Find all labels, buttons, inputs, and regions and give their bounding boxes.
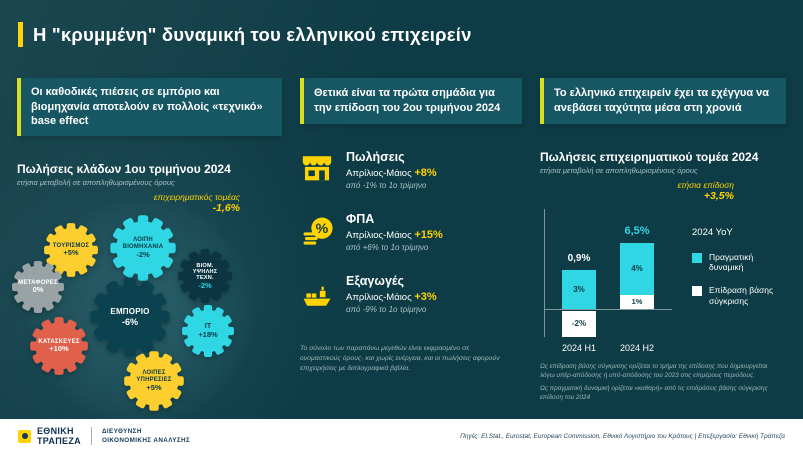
gear-transport: ΜΕΤΑΦΟΡΕΣ 0% [11,260,65,314]
x-axis [544,308,672,310]
gear-construction: ΚΑΤΑΣΚΕΥΕΣ +10% [29,316,89,376]
sectors-aggregate-label: επιχειρηματικός τομέας [153,191,240,202]
bar-h2-base-segment: 1% [620,294,654,309]
indicator-period: Απρίλιος-Μάιος [346,168,412,179]
bar-chart-footnote-2: Ως πραγματική δυναμική ορίζεται «καθαρή»… [540,384,768,401]
bar-h1-base-segment: -2% [562,310,596,337]
bar-chart-footnotes: Ως επίδραση βάσης σύγκρισης ορίζεται το … [540,363,776,403]
sources-note: Πηγές: El.Stat., Eurostat, European Comm… [460,432,785,440]
gear-value: -2% [198,280,212,290]
sectors-aggregate-annotation: επιχειρηματικός τομέας -1,6% [17,192,282,215]
bar-h2-real-segment: 4% [620,242,654,295]
column-sectors: Οι καθοδικές πιέσεις σε εμπόριο και βιομ… [12,78,282,427]
gear-value: 0% [32,285,44,295]
bar-h1-total-label: 0,9% [567,252,591,264]
sectors-chart-subtitle: ετήσια μεταβολή σε αποπληθωρισμένους όρο… [17,177,175,187]
gear-tourism: ΤΟΥΡΙΣΜΟΣ +5% [43,222,99,278]
bank-name-line1: ΕΘΝΙΚΗ [37,425,74,436]
column-bar-chart: Το ελληνικό επιχειρείν έχει τα εχέγγυα ν… [540,78,786,419]
svg-text:%: % [316,221,329,237]
indicator-value: +8% [414,167,437,179]
storefront-icon [302,156,332,181]
gear-cluster: ΤΟΥΡΙΣΜΟΣ +5% ΛΟΙΠΗ ΒΙΟΜΗΧΑΝΙΑ -2% ΜΕΤΑΦ… [12,198,282,427]
vat-percent-icon: % [303,217,333,245]
gear-value: +10% [49,344,69,354]
division-line1: ΔΙΕΥΘΥΝΣΗ [101,427,142,435]
indicator-sales: Πωλήσεις Απρίλιος-Μάιος +8% από -1% το 1… [300,150,522,190]
nbg-logo: ΕΘΝΙΚΗ ΤΡΑΠΕΖΑ [18,426,81,446]
legend-item-base: Επίδραση βάσης σύγκρισης [692,285,786,306]
legend-swatch-cyan [692,252,702,263]
nbg-logo-icon [18,429,31,443]
content-grid: Οι καθοδικές πιέσεις σε εμπόριο και βιομ… [12,78,786,427]
indicators-footnote: Το σύνολο των παραπάνω μεγεθών είναι εκφ… [300,345,500,372]
y-axis [544,208,545,337]
bar-chart-title: Πωλήσεις επιχειρηματικού τομέα 2024 [540,150,759,164]
gear-label: ΚΑΤΑΣΚΕΥΕΣ [38,338,80,345]
bar-chart-footnote-1: Ως επίδραση βάσης σύγκρισης ορίζεται το … [540,362,768,379]
gear-label: ΛΟΙΠΕΣ ΥΠΗΡΕΣΙΕΣ [136,370,172,384]
annual-performance-annotation: ετήσια επίδοση +3,5% [540,180,786,203]
bank-name-line2: ΤΡΑΠΕΖΑ [37,436,81,446]
bar-h1-real-segment: 3% [562,269,596,309]
legend-item-real: Πραγματική δυναμική [692,252,786,273]
ship-icon [303,286,331,306]
gear-label: ΛΟΙΠΗ ΒΙΟΜΗΧΑΝΙΑ [122,237,164,251]
legend-label: Επίδραση βάσης σύγκρισης [709,285,774,306]
gear-label: ΤΟΥΡΙΣΜΟΣ [52,242,90,249]
indicator-previous: από -9% το 1ο τρίμηνο [346,305,427,314]
gear-trade: ΕΜΠΟΡΙΟ -6% [89,276,171,358]
annual-performance-label: ετήσια επίδοση [677,180,734,190]
column-2-header: Θετικά είναι τα πρώτα σημάδια για την επ… [300,78,522,124]
indicator-previous: από +6% το 1ο τρίμηνο [346,243,429,252]
sectors-aggregate-value: -1,6% [212,201,240,214]
x-axis-label-h1: 2024 H1 [561,342,597,353]
slide-header: Η "κρυμμένη" δυναμική του ελληνικού επιχ… [18,22,472,47]
gear-value: -2% [136,249,150,259]
gear-high-tech-industry: ΒΙΟΜ. ΥΨΗΛΗΣ ΤΕΧΝ. -2% [177,248,233,304]
legend-title: 2024 YoY [692,226,733,238]
gear-value: +5% [146,382,162,392]
footer-bar: ΕΘΝΙΚΗ ΤΡΑΠΕΖΑ ΔΙΕΥΘΥΝΣΗ ΟΙΚΟΝΟΜΙΚΗΣ ΑΝΑ… [0,419,803,453]
gear-label: ΒΙΟΜ. ΥΨΗΛΗΣ ΤΕΧΝ. [192,262,218,282]
gear-value: +5% [63,248,79,258]
gear-value: -6% [121,316,138,327]
title-accent-bar [18,22,23,47]
legend-label: Πραγματική δυναμική [709,251,754,273]
indicator-value: +3% [414,291,437,303]
division-line2: ΟΙΚΟΝΟΜΙΚΗΣ ΑΝΑΛΥΣΗΣ [101,437,191,444]
indicator-period: Απρίλιος-Μάιος [346,292,412,303]
indicator-name: Πωλήσεις [346,150,405,164]
indicator-list: Πωλήσεις Απρίλιος-Μάιος +8% από -1% το 1… [300,150,522,314]
gear-it: ΙΤ +18% [181,304,235,358]
indicator-previous: από -1% το 1ο τρίμηνο [346,181,427,190]
bar-h2-total-label: 6,5% [624,224,650,237]
annual-performance-value: +3,5% [703,190,734,203]
indicator-period: Απρίλιος-Μάιος [346,230,412,241]
x-axis-label-h2: 2024 H2 [619,342,655,353]
gear-label: ΙΤ [204,323,212,331]
column-3-header: Το ελληνικό επιχειρείν έχει τα εχέγγυα ν… [540,78,786,124]
indicator-name: ΦΠΑ [346,212,375,226]
indicator-name: Εξαγωγές [346,274,405,288]
indicator-exports: Εξαγωγές Απρίλιος-Μάιος +3% από -9% το 1… [300,274,522,314]
indicator-value: +15% [414,229,443,241]
indicator-vat: % ΦΠΑ Απρίλιος-Μάιος +15% από +6% το 1ο … [300,212,522,252]
column-1-header: Οι καθοδικές πιέσεις σε εμπόριο και βιομ… [17,78,282,136]
legend-swatch-white [692,286,702,297]
sectors-chart-title: Πωλήσεις κλάδων 1ου τριμήνου 2024 [17,161,231,176]
chart-legend: 2024 YoY Πραγματική δυναμική Επίδραση βά… [692,227,786,319]
page-title: Η "κρυμμένη" δυναμική του ελληνικού επιχ… [33,23,472,45]
gear-value: +18% [198,330,218,340]
bar-chart-subtitle: ετήσια μεταβολή σε αποπληθωρισμένους όρο… [540,166,698,175]
division-label: ΔΙΕΥΘΥΝΣΗ ΟΙΚΟΝΟΜΙΚΗΣ ΑΝΑΛΥΣΗΣ [90,426,191,446]
stacked-bar-chart: 0,9% 3% -2% 6,5% 4% 1% 2024 H1 2024 H2 2… [540,205,786,357]
gear-other-industry: ΛΟΙΠΗ ΒΙΟΜΗΧΑΝΙΑ -2% [109,214,177,282]
column-indicators: Θετικά είναι τα πρώτα σημάδια για την επ… [300,78,522,419]
gear-label: ΕΜΠΟΡΙΟ [110,306,150,316]
gear-label: ΜΕΤΑΦΟΡΕΣ [18,279,58,286]
gear-other-services: ΛΟΙΠΕΣ ΥΠΗΡΕΣΙΕΣ +5% [123,350,185,412]
